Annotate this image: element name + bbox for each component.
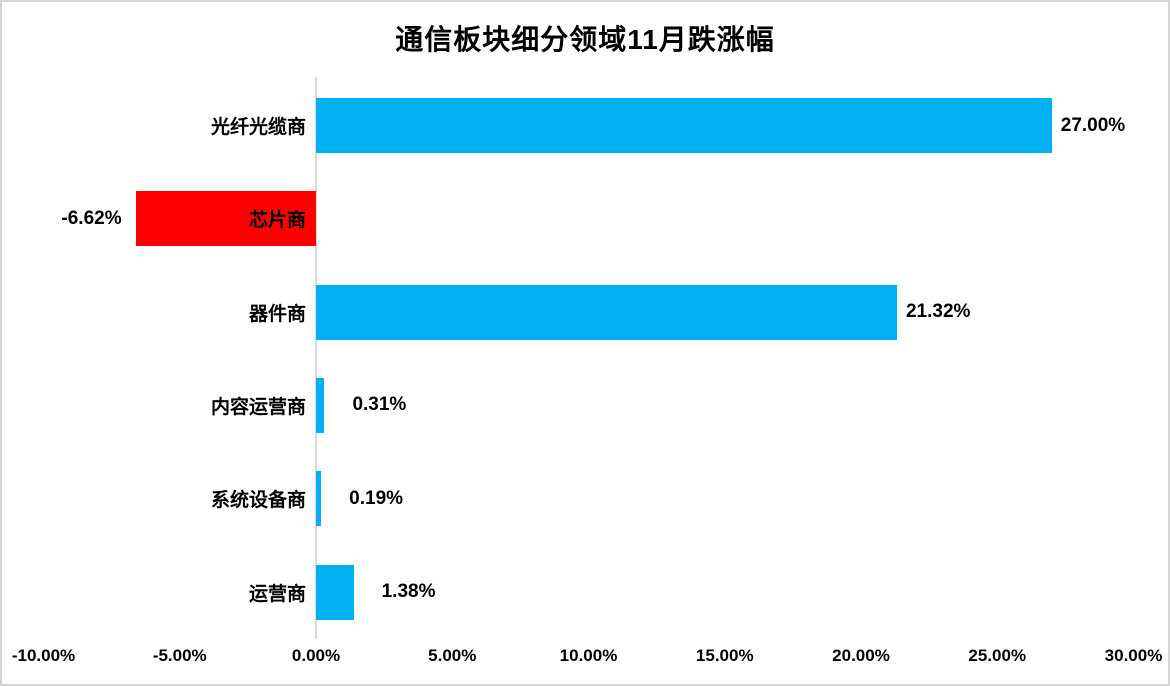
value-label-3: 0.31% — [352, 394, 407, 416]
x-tick-label-1: -5.00% — [152, 646, 207, 665]
category-label-5: 运营商 — [248, 583, 306, 605]
value-label-2: 21.32% — [905, 301, 971, 323]
x-tick-label-3: 5.00% — [428, 646, 477, 665]
category-label-1: 芯片商 — [248, 210, 306, 232]
value-label-1: -6.62% — [61, 207, 122, 229]
bar-5 — [316, 564, 354, 620]
category-label-3: 内容运营商 — [210, 396, 306, 418]
chart-title: 通信板块细分领域11月跌涨幅 — [395, 24, 775, 55]
category-label-4: 系统设备商 — [210, 490, 306, 512]
x-tick-label-4: 10.00% — [559, 646, 618, 665]
x-tick-label-8: 30.00% — [1104, 646, 1163, 665]
x-tick-label-7: 25.00% — [968, 646, 1027, 665]
bar-0 — [316, 98, 1052, 153]
bar-4 — [316, 471, 322, 527]
bar-3 — [316, 377, 325, 433]
category-axis-line — [314, 77, 317, 639]
value-label-4: 0.19% — [349, 487, 404, 509]
x-tick-label-2: 0.00% — [291, 646, 341, 665]
x-tick-label-0: -10.00% — [11, 646, 76, 665]
x-tick-label-6: 20.00% — [832, 646, 890, 665]
category-label-2: 器件商 — [248, 303, 306, 325]
bar-2 — [316, 284, 897, 340]
value-label-0: 27.00% — [1060, 114, 1126, 136]
x-tick-label-5: 15.00% — [695, 646, 754, 665]
bar-1 — [135, 191, 316, 247]
value-label-5: 1.38% — [381, 581, 436, 602]
category-label-0: 光纤光缆商 — [210, 117, 306, 138]
